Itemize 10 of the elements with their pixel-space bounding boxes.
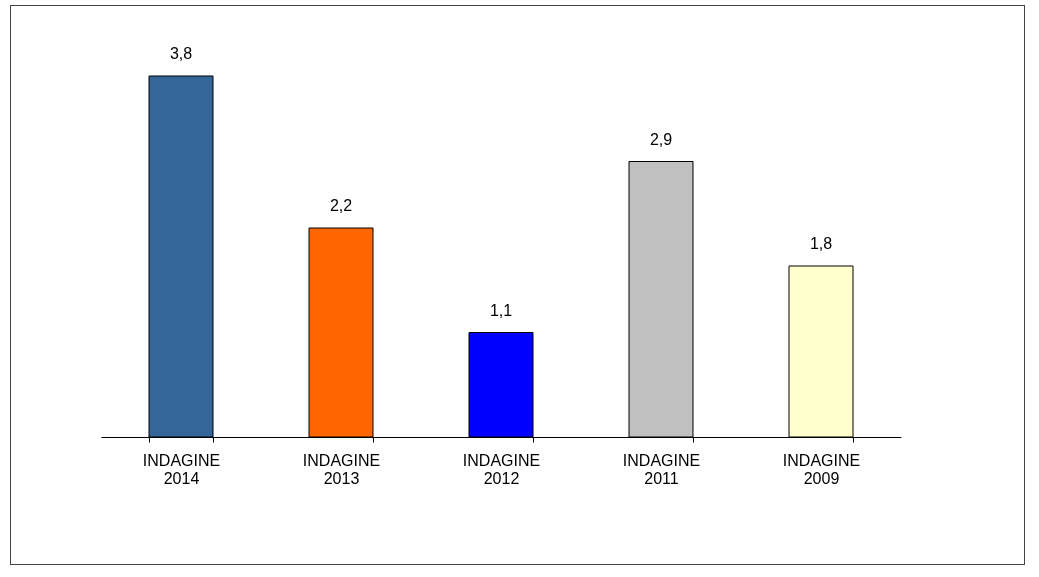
x-tick-label: INDAGINE 2011 (622, 451, 701, 487)
data-label: 2,9 (649, 130, 673, 148)
x-tick-label: INDAGINE 2012 (462, 451, 541, 487)
data-label: 1,1 (489, 301, 513, 319)
x-tick-label: INDAGINE 2014 (142, 451, 221, 487)
data-label: 1,8 (809, 235, 833, 252)
data-label: 3,8 (169, 45, 193, 62)
data-label: 2,2 (329, 197, 353, 214)
x-tick-label: INDAGINE 2013 (302, 451, 381, 487)
x-tick-label: INDAGINE 2009 (782, 451, 861, 487)
